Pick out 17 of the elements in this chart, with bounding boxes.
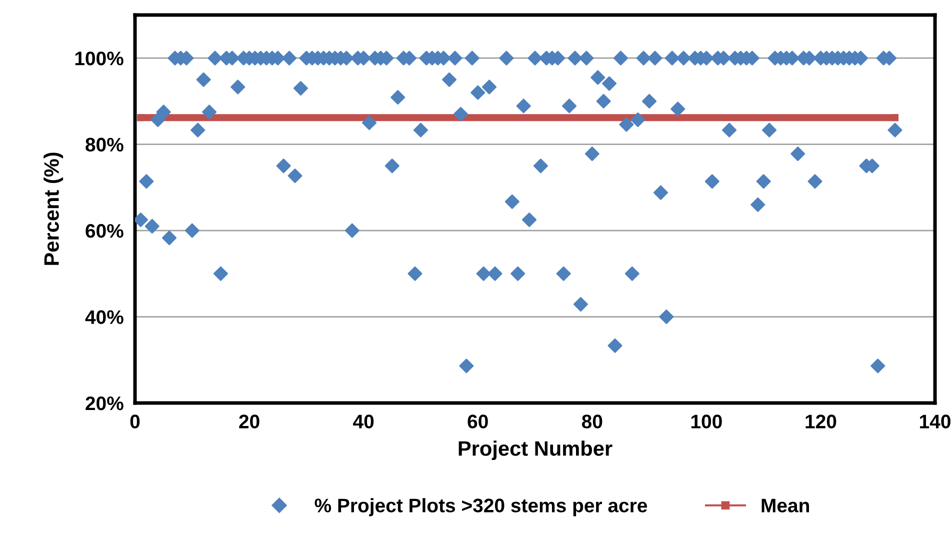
legend-label: % Project Plots >320 stems per acre <box>314 498 648 516</box>
x-tick-label: 140 <box>920 414 950 428</box>
x-axis-title: Project Number <box>458 440 612 460</box>
y-tick-label: 20% <box>86 396 124 410</box>
y-tick-label: 60% <box>86 224 124 238</box>
y-tick-label: 80% <box>86 138 124 152</box>
x-tick-label: 100 <box>691 414 722 428</box>
x-tick-label: 0 <box>130 414 140 428</box>
y-tick-label: 100% <box>75 52 124 66</box>
legend-label: Mean <box>762 498 809 512</box>
x-tick-label: 40 <box>353 414 374 428</box>
y-tick-label: 40% <box>85 310 124 324</box>
x-tick-label: 60 <box>468 414 488 428</box>
x-tick-label: 80 <box>582 414 602 428</box>
y-axis-title: Percent (%) <box>44 152 64 265</box>
x-tick-label: 20 <box>239 414 260 428</box>
x-tick-label: 120 <box>806 414 836 428</box>
